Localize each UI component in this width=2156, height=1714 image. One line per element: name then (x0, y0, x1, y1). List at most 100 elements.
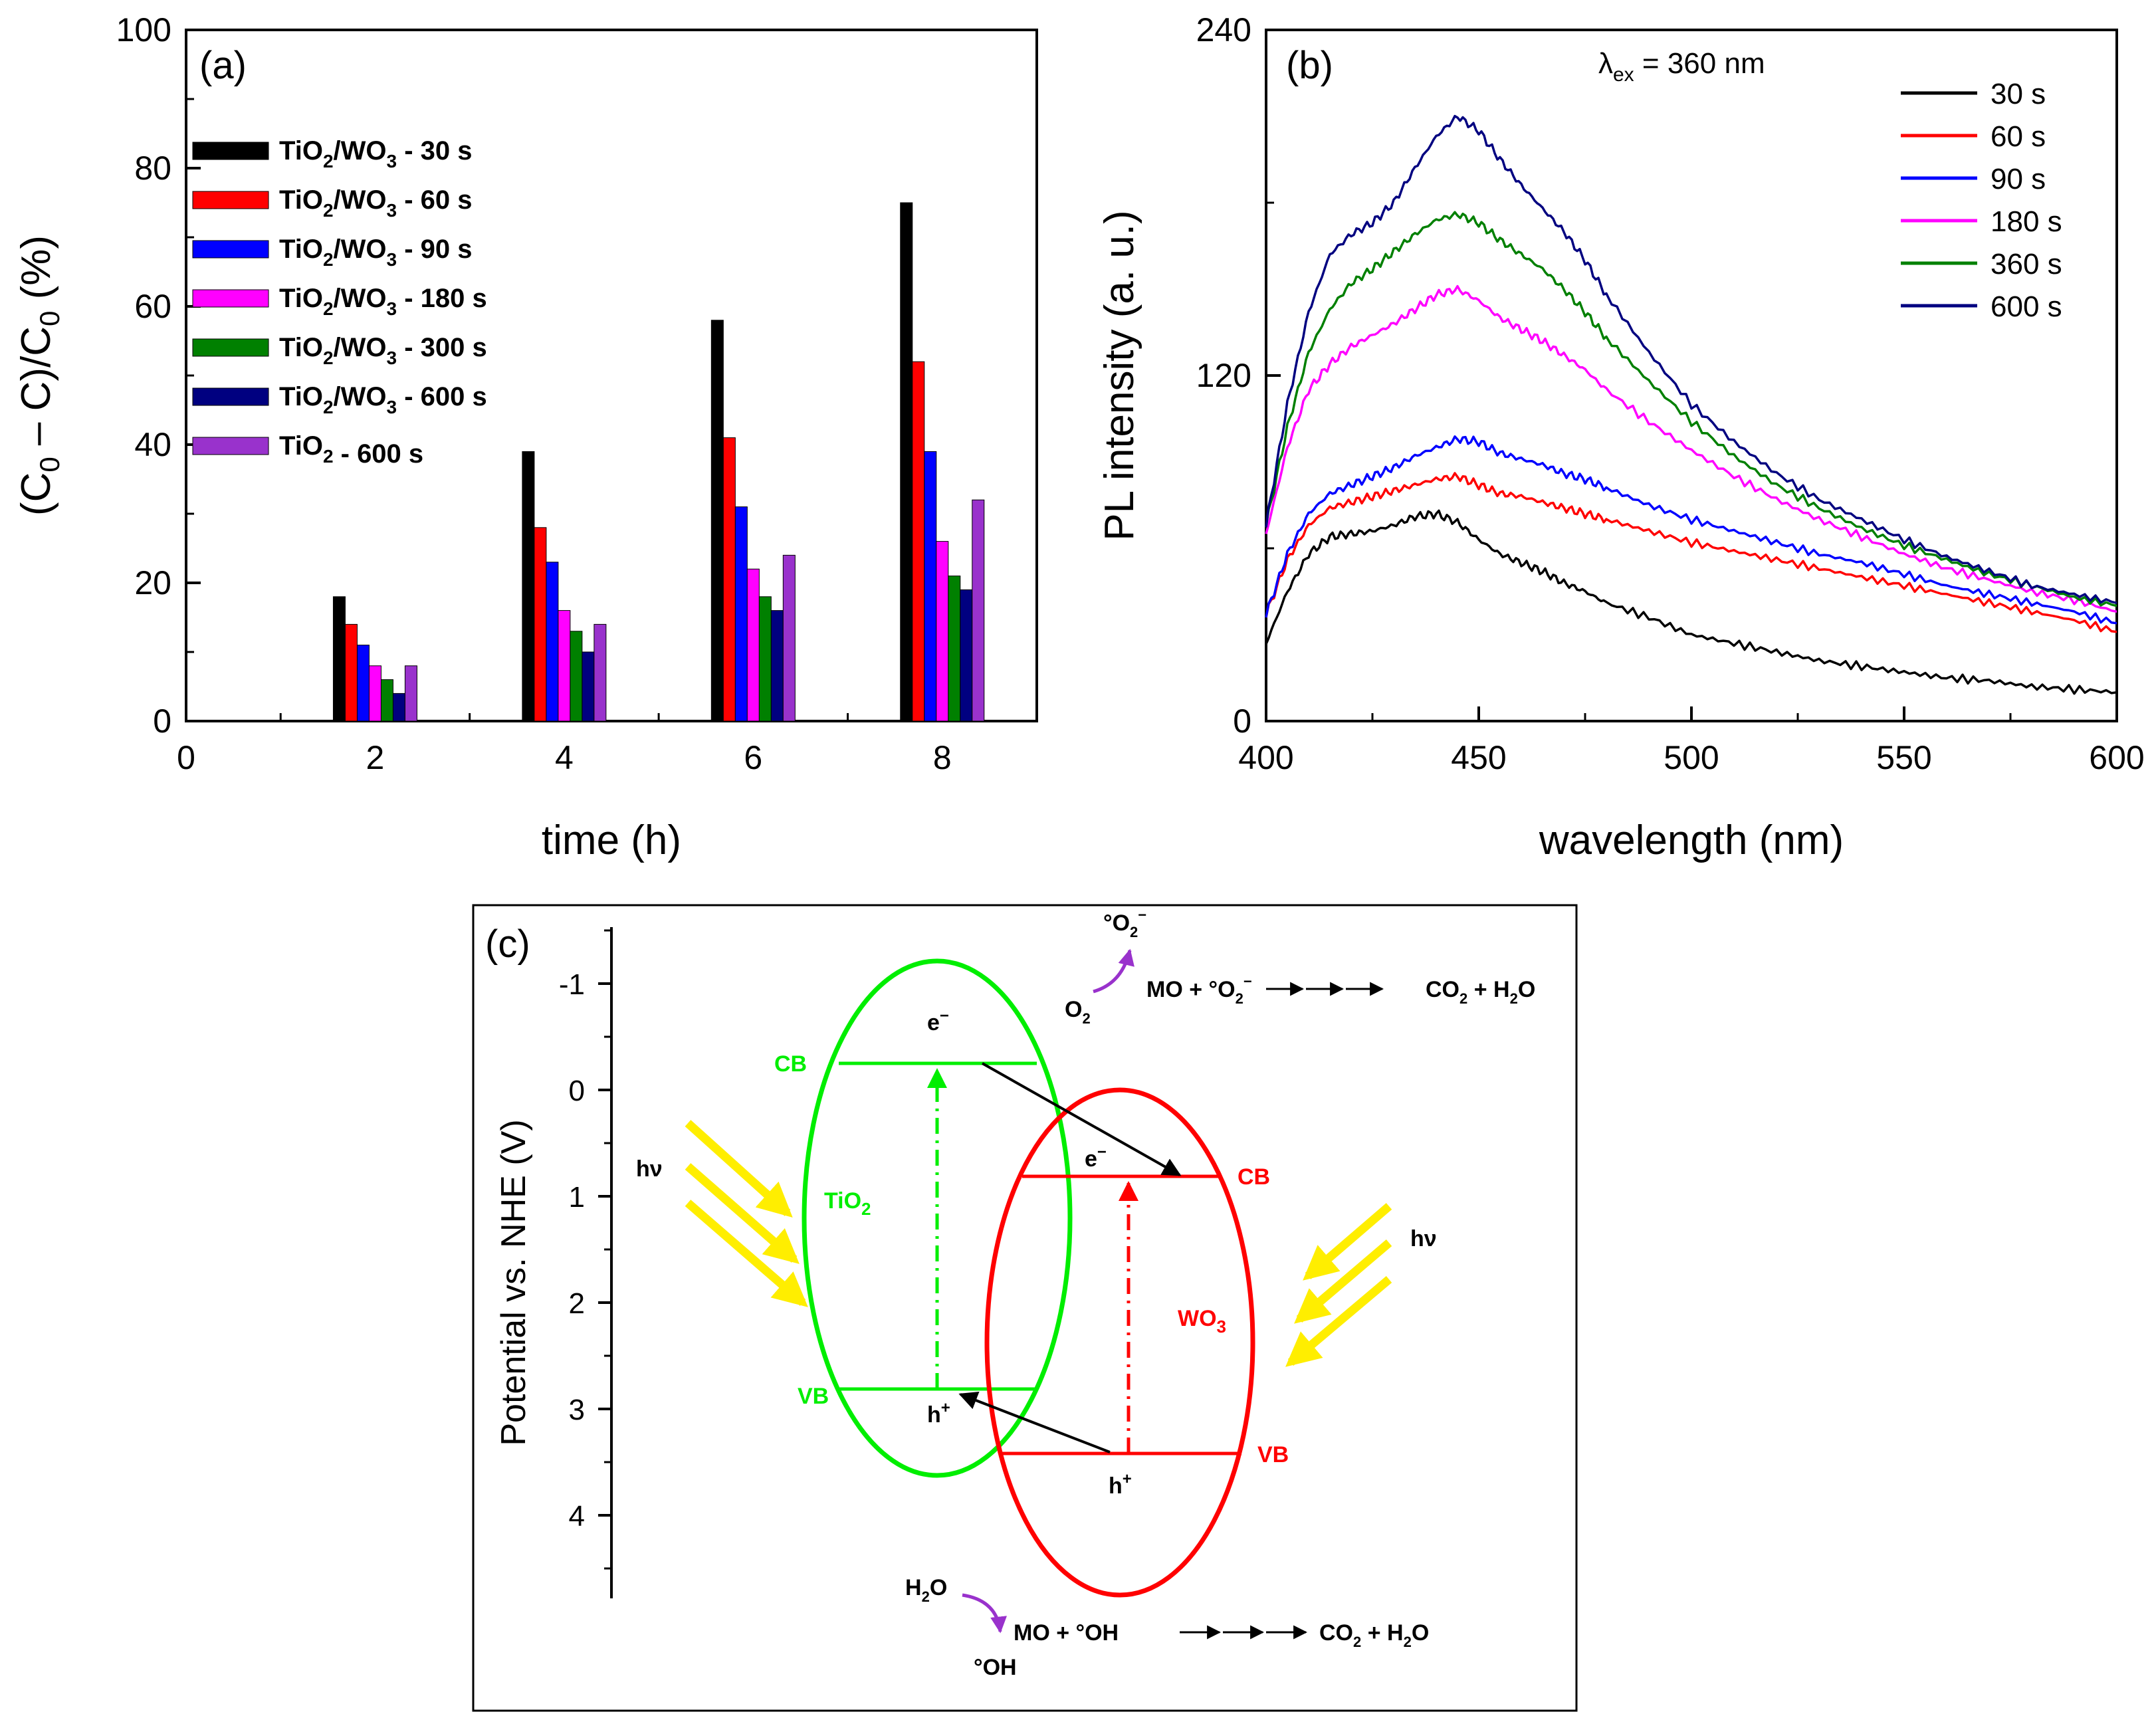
a-legend-label: TiO2/WO3 - 30 s (279, 136, 472, 171)
a-bar (960, 589, 973, 722)
c-ytick-label: -1 (559, 968, 585, 1001)
light-label-left: hν (636, 1156, 663, 1182)
a-xtick-label: 6 (744, 739, 762, 776)
panel-b-lines (1265, 114, 2117, 695)
a-xtick-label: 8 (933, 739, 952, 776)
a-bar (912, 361, 925, 722)
b-xtick-label: 500 (1664, 739, 1719, 776)
panel-b-annotation: λex = 360 nm (1598, 47, 1765, 86)
a-bar (522, 451, 535, 722)
b-legend-label: 180 s (1991, 205, 2062, 238)
panel-b-ylabel: PL intensity (a. u.) (1097, 210, 1142, 540)
c-ytick-label: 4 (569, 1500, 585, 1533)
a-legend-label: TiO2/WO3 - 300 s (279, 333, 487, 368)
h2o-label: H2O (905, 1575, 947, 1605)
b-legend-label: 30 s (1991, 78, 2046, 110)
b-xtick-label: 550 (1876, 739, 1931, 776)
b-legend-label: 90 s (1991, 163, 2046, 195)
tio2-electron: e− (927, 1007, 949, 1035)
a-bar (758, 596, 772, 722)
a-bar (734, 506, 748, 722)
panel-a-label: (a) (199, 44, 247, 87)
o2-label: O2 (1065, 997, 1091, 1027)
panel-c-ylabel: Potential vs. NHE (V) (494, 1119, 533, 1446)
panel-a-xlabel: time (h) (542, 817, 681, 863)
a-bar (770, 610, 784, 722)
a-legend-label: TiO2 - 600 s (279, 431, 423, 469)
a-ytick-label: 0 (153, 702, 171, 740)
a-bar (534, 527, 547, 722)
wo3-cb-label: CB (1238, 1164, 1270, 1190)
panel-c-frame (472, 904, 1578, 1712)
b-series-line (1265, 509, 2117, 695)
a-bar (582, 651, 595, 722)
c-ytick-label: 2 (569, 1287, 585, 1320)
panel-a-ylabel: (C0 – C)/C0 (%) (13, 235, 65, 516)
panel-b-label: (b) (1286, 44, 1333, 87)
wo3-vb-label: VB (1257, 1442, 1289, 1467)
a-bar (546, 562, 559, 722)
o2-products: CO2 + H2O (1426, 977, 1535, 1007)
tio2-ellipse (802, 958, 1073, 1478)
light-arrows-right (1285, 1203, 1392, 1367)
a-bar (570, 631, 583, 722)
b-legend-label: 600 s (1991, 290, 2062, 323)
a-legend-swatch (192, 142, 269, 160)
a-bar (558, 610, 571, 722)
a-bar (782, 554, 796, 722)
panel-b-frame (1265, 29, 2118, 722)
b-series-line (1265, 435, 2117, 625)
a-legend-label: TiO2/WO3 - 90 s (279, 235, 472, 270)
a-bar (722, 437, 736, 722)
a-bar (332, 596, 346, 722)
panel-b-xlabel: wavelength (nm) (1539, 817, 1844, 863)
a-bar (593, 623, 607, 722)
a-bar (344, 623, 358, 722)
panel-b-axes: 400 450 500 550 600 0 120 240 (1196, 11, 2145, 776)
o2-degradation-eq: MO + °O2− (1146, 973, 1252, 1007)
o2-reaction-arrow (1093, 948, 1134, 994)
a-bar (368, 665, 381, 722)
c-ytick-label: 0 (569, 1075, 585, 1107)
a-legend-label: TiO2/WO3 - 600 s (279, 382, 487, 417)
a-legend-swatch (192, 338, 269, 357)
wo3-name: WO3 (1178, 1306, 1226, 1337)
panel-b-legend: 30 s 60 s 90 s 180 s 360 s 600 s (1901, 78, 2062, 323)
a-legend-swatch (192, 289, 269, 308)
hole-transfer-arrow (958, 1392, 1111, 1453)
a-bar (900, 202, 913, 722)
a-bar (710, 320, 724, 722)
tio2-name: TiO2 (824, 1188, 871, 1219)
wo3-ellipse (984, 1087, 1255, 1598)
a-bar (924, 451, 937, 722)
tio2-vb-label: VB (798, 1384, 829, 1409)
b-xtick-label: 450 (1451, 739, 1506, 776)
electron-transfer-arrow (982, 1062, 1182, 1176)
b-xtick-label: 600 (2089, 739, 2144, 776)
panel-b-line-chart: 400 450 500 550 600 0 120 240 30 s 60 s 90 s 180 s… (1097, 11, 2145, 863)
a-bar (356, 645, 370, 722)
light-label-right: hν (1410, 1226, 1437, 1251)
b-series-line (1265, 284, 2117, 613)
wo3-electron: e− (1085, 1143, 1107, 1172)
a-legend-swatch (192, 387, 269, 406)
h2o-products: CO2 + H2O (1319, 1620, 1429, 1650)
light-arrows-left (685, 1120, 808, 1307)
panel-a-legend: TiO2/WO3 - 30 s TiO2/WO3 - 60 s TiO2/WO3 -… (192, 136, 487, 469)
hydroxyl-radical: °OH (974, 1655, 1017, 1680)
b-xtick-label: 400 (1238, 739, 1293, 776)
a-legend-label: TiO2/WO3 - 60 s (279, 185, 472, 221)
a-bar (948, 576, 961, 722)
b-legend-label: 60 s (1991, 120, 2046, 153)
h2o-reaction-arrow (962, 1593, 1008, 1634)
a-ytick-label: 80 (134, 150, 171, 187)
b-ytick-label: 0 (1233, 702, 1251, 740)
a-legend-label: TiO2/WO3 - 180 s (279, 284, 487, 319)
a-ytick-label: 60 (134, 288, 171, 325)
superoxide-radical: °O2− (1103, 907, 1146, 940)
a-ytick-label: 20 (134, 564, 171, 601)
